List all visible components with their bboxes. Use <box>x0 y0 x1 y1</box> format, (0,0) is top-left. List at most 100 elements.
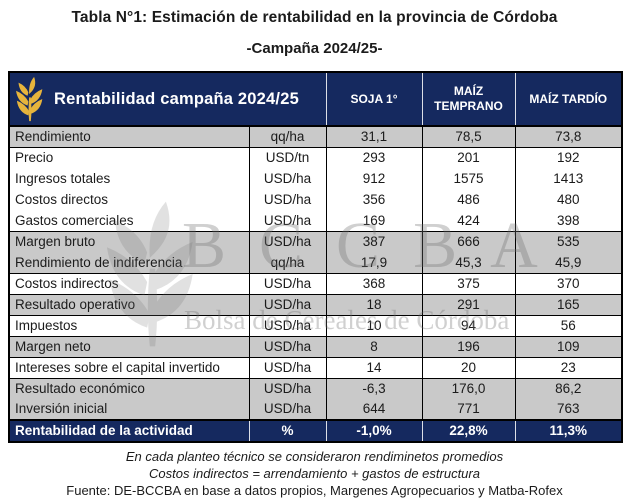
row-value: 356 <box>325 189 422 210</box>
row-label: Resultado operativo <box>9 294 249 316</box>
row-label: Impuestos <box>9 315 249 337</box>
table-row: Gastos comerciales USD/ha 169 424 398 <box>9 210 622 232</box>
row-unit: USD/ha <box>248 336 326 358</box>
rentabilidad-table: Rentabilidad campaña 2024/25 SOJA 1° MAÍ… <box>8 71 623 443</box>
row-value: 45,9 <box>514 252 622 274</box>
table-row: Resultado económico USD/ha -6,3 176,0 86,2 <box>9 378 622 399</box>
row-value: 1413 <box>514 168 622 189</box>
page-subtitle: -Campaña 2024/25- <box>246 40 383 57</box>
row-label: Margen neto <box>9 336 249 358</box>
row-label: Costos directos <box>9 189 249 210</box>
row-value: 398 <box>514 210 622 232</box>
table-header-title: Rentabilidad campaña 2024/25 <box>54 89 299 108</box>
row-value: 1575 <box>421 168 515 189</box>
table-row: Rendimiento de indiferencia qq/ha 17,9 45,3… <box>9 252 622 274</box>
table-header-main-cell: Rentabilidad campaña 2024/25 <box>9 72 326 127</box>
row-unit: qq/ha <box>248 252 326 274</box>
footnote-rendimientos: En cada planteo técnico se consideraron … <box>125 449 504 464</box>
row-value: 370 <box>514 273 622 295</box>
row-value: 480 <box>514 189 622 210</box>
row-unit: % <box>248 419 326 442</box>
row-value: 14 <box>325 357 422 379</box>
row-label: Resultado económico <box>9 378 249 399</box>
row-value: 169 <box>325 210 422 232</box>
table-body: Rendimiento qq/ha 31,1 78,5 73,8 Precio USD/tn… <box>9 126 622 442</box>
row-value: 18 <box>325 294 422 316</box>
row-value: 56 <box>514 315 622 337</box>
row-value: 368 <box>325 273 422 295</box>
row-value: 94 <box>421 315 515 337</box>
table-row: Rendimiento qq/ha 31,1 78,5 73,8 <box>9 126 622 148</box>
table-row: Margen bruto USD/ha 387 666 535 <box>9 231 622 252</box>
footnotes: En cada planteo técnico se consideraron … <box>0 448 629 499</box>
row-value: -6,3 <box>325 378 422 399</box>
row-label: Inversión inicial <box>9 399 249 421</box>
table-header: Rentabilidad campaña 2024/25 SOJA 1° MAÍ… <box>9 72 622 127</box>
page: { "title": "Tabla N°1: Estimación de ren… <box>0 9 629 503</box>
row-unit: USD/ha <box>248 378 326 399</box>
row-value: 666 <box>421 231 515 252</box>
row-unit: USD/ha <box>248 168 326 189</box>
row-value: 11,3% <box>514 419 622 442</box>
table-row: Costos directos USD/ha 356 486 480 <box>9 189 622 210</box>
row-label: Rentabilidad de la actividad <box>9 419 249 442</box>
row-label: Gastos comerciales <box>9 210 249 232</box>
row-value: 176,0 <box>421 378 515 399</box>
source-note: Fuente: DE-BCCBA en base a datos propios… <box>66 483 563 498</box>
table-row: Costos indirectos USD/ha 368 375 370 <box>9 273 622 295</box>
row-value: 165 <box>514 294 622 316</box>
row-unit: USD/ha <box>248 294 326 316</box>
row-value: 45,3 <box>421 252 515 274</box>
row-value: 23 <box>514 357 622 379</box>
row-unit: USD/ha <box>248 399 326 421</box>
column-header-soja: SOJA 1° <box>325 72 422 127</box>
row-label: Intereses sobre el capital invertido <box>9 357 249 379</box>
row-unit: USD/ha <box>248 189 326 210</box>
row-value: 771 <box>421 399 515 421</box>
row-value: 763 <box>514 399 622 421</box>
row-value: 196 <box>421 336 515 358</box>
row-label: Margen bruto <box>9 231 249 252</box>
row-value: 387 <box>325 231 422 252</box>
row-unit: USD/ha <box>248 210 326 232</box>
table-row: Resultado operativo USD/ha 18 291 165 <box>9 294 622 316</box>
table-row: Ingresos totales USD/ha 912 1575 1413 <box>9 168 622 189</box>
row-value: 8 <box>325 336 422 358</box>
row-value: 912 <box>325 168 422 189</box>
row-value: 192 <box>514 147 622 168</box>
row-value: 644 <box>325 399 422 421</box>
table-row: Margen neto USD/ha 8 196 109 <box>9 336 622 358</box>
row-value: 17,9 <box>325 252 422 274</box>
column-header-maiz-tardio: MAÍZ TARDÍO <box>514 72 622 127</box>
row-value: 201 <box>421 147 515 168</box>
row-value: 375 <box>421 273 515 295</box>
row-unit: USD/tn <box>248 147 326 168</box>
row-value: 293 <box>325 147 422 168</box>
row-label: Ingresos totales <box>9 168 249 189</box>
row-value: 486 <box>421 189 515 210</box>
row-value: 291 <box>421 294 515 316</box>
row-value: 535 <box>514 231 622 252</box>
table-row: Precio USD/tn 293 201 192 <box>9 147 622 168</box>
row-value: 31,1 <box>325 126 422 148</box>
row-unit: USD/ha <box>248 315 326 337</box>
table-row: Inversión inicial USD/ha 644 771 763 <box>9 399 622 421</box>
row-value: 109 <box>514 336 622 358</box>
row-value: 78,5 <box>421 126 515 148</box>
row-value: 22,8% <box>421 419 515 442</box>
table-row: Impuestos USD/ha 10 94 56 <box>9 315 622 337</box>
row-value: 424 <box>421 210 515 232</box>
row-value: 10 <box>325 315 422 337</box>
row-label: Rendimiento <box>9 126 249 148</box>
column-header-maiz-temprano: MAÍZ TEMPRANO <box>421 72 515 127</box>
row-label: Costos indirectos <box>9 273 249 295</box>
page-title: Tabla N°1: Estimación de rentabilidad en… <box>71 9 558 26</box>
row-unit: USD/ha <box>248 273 326 295</box>
wheat-icon <box>15 76 45 122</box>
row-value: 86,2 <box>514 378 622 399</box>
row-label: Precio <box>9 147 249 168</box>
footnote-costos-indirectos: Costos indirectos = arrendamiento + gast… <box>149 466 480 481</box>
table-header-row: Rentabilidad campaña 2024/25 SOJA 1° MAÍ… <box>9 72 622 127</box>
row-value: 73,8 <box>514 126 622 148</box>
row-unit: USD/ha <box>248 231 326 252</box>
